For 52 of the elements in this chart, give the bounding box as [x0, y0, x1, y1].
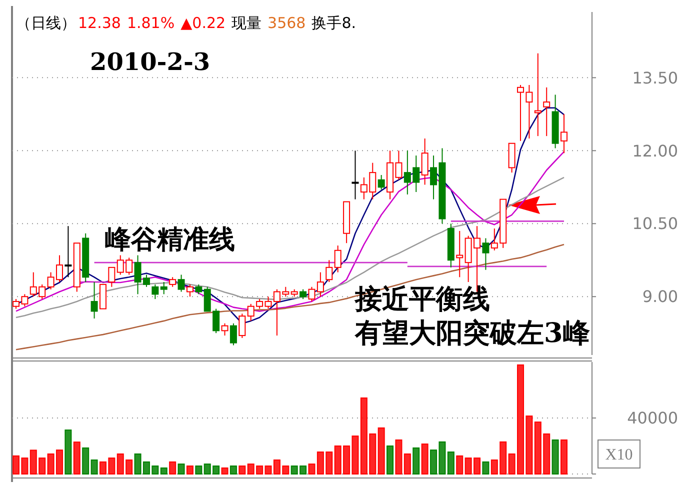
bar	[230, 466, 237, 474]
y-tick-label: 40000	[627, 408, 678, 428]
bar	[378, 427, 385, 474]
annotation: 3568	[268, 14, 306, 32]
candlestick	[560, 114, 568, 154]
candlestick	[90, 282, 98, 320]
bar	[404, 453, 411, 474]
bar	[169, 461, 176, 474]
candlestick	[534, 52, 542, 137]
bar	[308, 464, 316, 474]
annotation: 换手8.	[312, 14, 356, 32]
bar	[82, 447, 90, 474]
candlestick	[352, 150, 359, 200]
boxed-label: X10	[598, 440, 640, 468]
bar	[90, 460, 98, 474]
annotation: 有望大阳突破左3峰	[354, 318, 591, 349]
candlestick	[447, 223, 454, 268]
bar	[552, 439, 559, 474]
candlestick	[482, 238, 490, 270]
annotation: 1.81%	[126, 14, 175, 32]
annotation: 接近平衡线	[354, 284, 490, 315]
candlestick	[334, 245, 342, 273]
bar	[395, 439, 402, 474]
candlestick	[421, 138, 428, 186]
bar	[560, 439, 568, 474]
bar	[221, 467, 228, 474]
y-tick-label: 12.00	[632, 141, 678, 160]
bar	[186, 466, 194, 474]
candlestick	[456, 230, 464, 278]
y-tick-label: 9.00	[642, 287, 678, 306]
bar	[456, 455, 464, 474]
y-tick-label: 10.50	[632, 214, 678, 234]
bar	[421, 444, 428, 474]
bar	[73, 442, 80, 474]
candlestick	[64, 226, 72, 278]
bar	[447, 452, 454, 474]
bar	[195, 466, 202, 474]
bar	[386, 446, 394, 474]
annotation: ▲0.22	[180, 14, 226, 32]
annotation: 峰谷精准线	[105, 225, 235, 255]
y-tick-label: 13.50	[632, 68, 678, 88]
bar	[412, 447, 420, 474]
bar	[482, 461, 490, 474]
bar	[238, 466, 246, 474]
annotation: 现量	[232, 14, 262, 32]
bar	[64, 430, 72, 474]
bar	[178, 464, 185, 474]
annotation: 2010-2-3	[90, 47, 210, 76]
annotation: 12.38	[78, 14, 121, 32]
candlestick	[543, 86, 550, 137]
bar	[160, 467, 168, 474]
chart-title: （日线）	[16, 14, 76, 32]
